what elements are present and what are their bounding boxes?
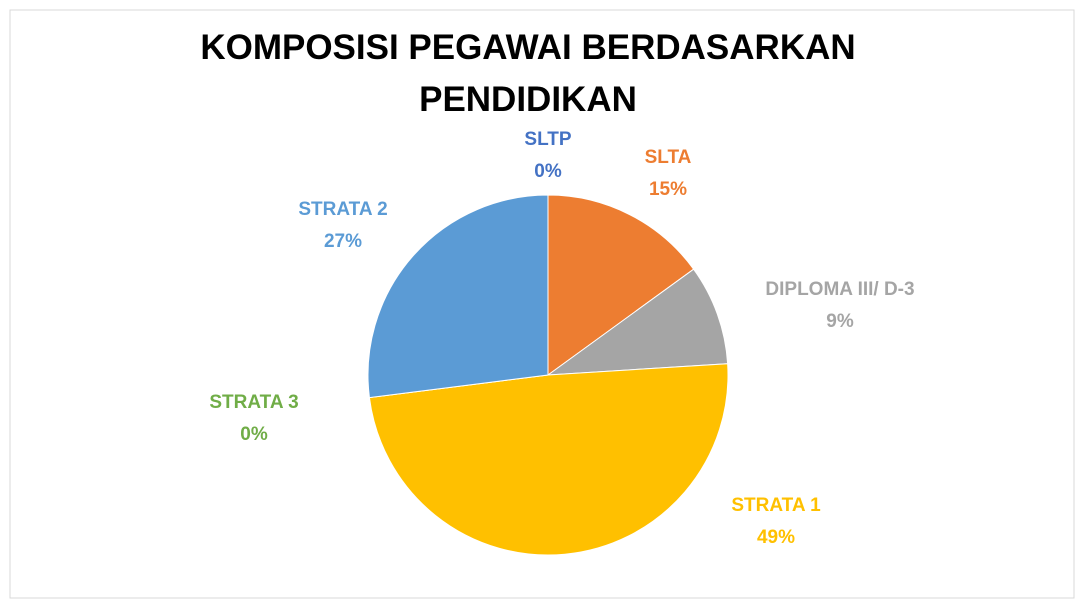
slice-value-label: 27% xyxy=(324,231,362,252)
slice-value-label: 49% xyxy=(757,527,795,548)
slice-value-label: 0% xyxy=(534,161,562,182)
slice-category-label: STRATA 2 xyxy=(298,199,387,220)
slice-value-label: 15% xyxy=(649,179,687,200)
chart-border xyxy=(9,9,1075,599)
slice-category-label: DIPLOMA III/ D-3 xyxy=(765,279,914,300)
slice-category-label: SLTA xyxy=(645,147,692,168)
slice-category-label: SLTP xyxy=(524,129,571,150)
pie-slice xyxy=(546,268,729,376)
pie-slice xyxy=(547,194,695,376)
slice-value-label: 0% xyxy=(240,424,268,445)
slice-category-label: STRATA 3 xyxy=(209,392,298,413)
slice-value-label: 9% xyxy=(826,311,854,332)
chart-title: KOMPOSISI PEGAWAI BERDASARKAN PENDIDIKAN xyxy=(200,28,856,119)
slice-category-label: STRATA 1 xyxy=(731,495,821,516)
pie-slice xyxy=(368,363,729,556)
pie-slice xyxy=(367,194,549,399)
